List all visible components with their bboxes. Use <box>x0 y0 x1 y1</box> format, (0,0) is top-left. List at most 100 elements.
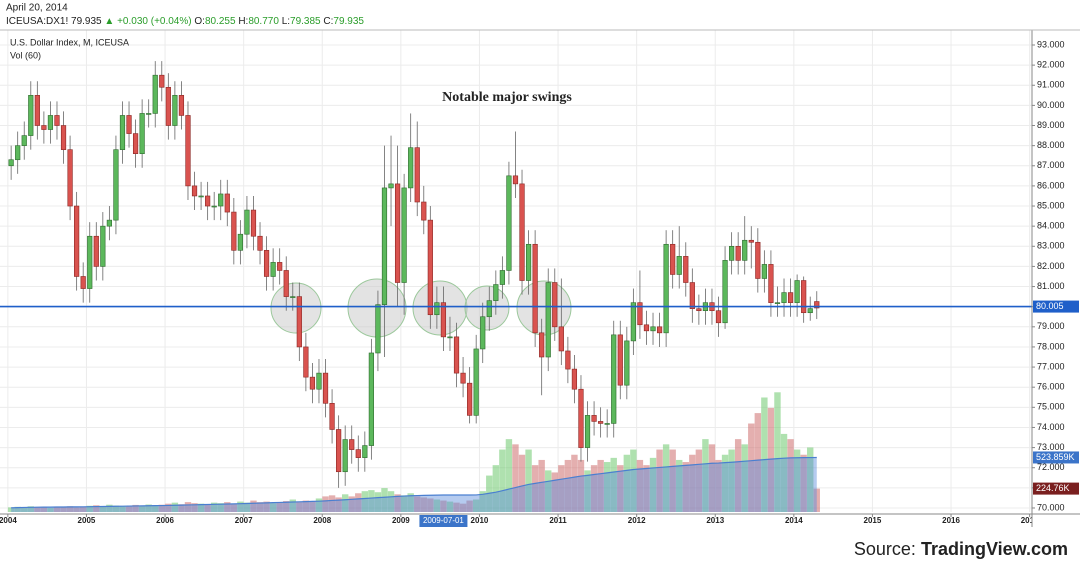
volume-bar <box>459 503 467 512</box>
x-tick-label: 2011 <box>549 516 567 525</box>
volume-bar <box>381 488 388 512</box>
volume-ma-line <box>11 456 817 509</box>
candle-body <box>801 280 807 314</box>
candle-body <box>486 300 492 318</box>
candle-body <box>421 201 427 221</box>
candle-body <box>525 243 532 281</box>
volume-bar <box>348 496 355 512</box>
candle-body <box>643 324 650 332</box>
volume-bar <box>171 502 179 512</box>
volume-bar <box>276 502 283 512</box>
candle-body <box>283 270 289 297</box>
candle-body <box>683 256 689 283</box>
y-tick-label: 77.000 <box>1037 361 1065 371</box>
volume-bar <box>178 504 185 512</box>
volume-bar <box>335 497 342 512</box>
volume-bar <box>433 499 441 512</box>
volume-bar <box>328 495 336 512</box>
volume-bar <box>610 457 617 512</box>
candle-body <box>349 439 355 450</box>
candle-body <box>172 95 178 126</box>
volume-bar <box>14 506 21 512</box>
x-tick-label: 2014 <box>785 516 803 525</box>
candle-body <box>447 336 453 339</box>
candle-body <box>368 352 374 446</box>
close-label: C: <box>323 16 333 27</box>
volume-bar <box>407 493 414 512</box>
overlay <box>0 61 1032 488</box>
candle-body <box>119 115 126 150</box>
candle-body <box>388 183 394 189</box>
candle-body <box>440 302 447 338</box>
x-tick-label: 2005 <box>78 516 96 525</box>
swing-circle <box>270 282 322 334</box>
candle-body <box>755 241 761 279</box>
volume-bar <box>204 504 211 512</box>
volume-bar <box>754 413 762 512</box>
y-tick-label: 74.000 <box>1037 422 1065 432</box>
candle-body <box>558 326 564 352</box>
annotation: Notable major swings <box>442 90 572 105</box>
volume-bar <box>27 506 34 512</box>
volume-bar <box>676 459 683 512</box>
volume-bar <box>21 507 28 512</box>
volume-ma-label: 523.859K <box>1036 452 1075 462</box>
candle-body <box>198 195 204 198</box>
candle-body <box>480 316 486 350</box>
volume-bar <box>721 454 729 512</box>
volume-bar <box>584 470 591 512</box>
volume-bar <box>728 449 735 512</box>
candle-body <box>270 262 276 277</box>
volume-bar <box>289 499 296 512</box>
volume-bar <box>99 506 107 512</box>
volume-bar <box>184 502 192 512</box>
candle-body <box>493 284 499 301</box>
volume-bar <box>269 503 277 512</box>
volume-ma-label-box <box>1033 451 1079 464</box>
candle-body <box>205 195 211 207</box>
volume-bar <box>125 506 133 512</box>
volume-bar <box>531 465 539 512</box>
candle-body <box>152 74 158 114</box>
volume-bar <box>302 500 310 512</box>
candle-body <box>231 211 237 251</box>
volume-bar <box>79 506 87 512</box>
candle-body <box>191 185 198 197</box>
y-tick-label: 79.000 <box>1037 321 1065 331</box>
y-tick-label: 70.000 <box>1037 502 1065 512</box>
y-tick-label: 87.000 <box>1037 160 1065 170</box>
volume-bar <box>47 508 54 512</box>
y-tick-label: 86.000 <box>1037 180 1065 190</box>
volume-bar <box>230 503 238 512</box>
volume-bar <box>243 502 251 512</box>
candle-body <box>185 115 191 187</box>
volume-bar <box>793 449 801 512</box>
y-tick-label: 83.000 <box>1037 241 1065 251</box>
volume-bar <box>73 507 80 512</box>
candle-body <box>670 243 676 275</box>
candle-body <box>93 235 99 267</box>
candle-body <box>60 125 67 150</box>
candle-body <box>74 205 80 277</box>
candle-body <box>159 74 165 88</box>
candle-body <box>748 239 754 243</box>
volume-bar <box>590 465 598 512</box>
volume-bar <box>512 444 519 512</box>
candle-body <box>28 95 34 136</box>
candle-body <box>277 262 283 271</box>
candle-body <box>355 449 361 458</box>
candle-body <box>630 302 636 342</box>
volume-bar <box>603 462 611 512</box>
candle-body <box>15 145 21 161</box>
volume-bar <box>86 505 93 512</box>
candle-body <box>715 310 722 324</box>
volume-bar <box>197 503 205 512</box>
candle-body <box>696 308 702 312</box>
volume-bar <box>669 449 676 512</box>
y-tick-label: 91.000 <box>1037 80 1065 90</box>
volume-bar <box>283 501 290 512</box>
volume-label: 224.76K <box>1036 483 1070 493</box>
chart-title: U.S. Dollar Index, M, ICEUSA <box>10 37 129 47</box>
volume-bar <box>400 495 408 512</box>
